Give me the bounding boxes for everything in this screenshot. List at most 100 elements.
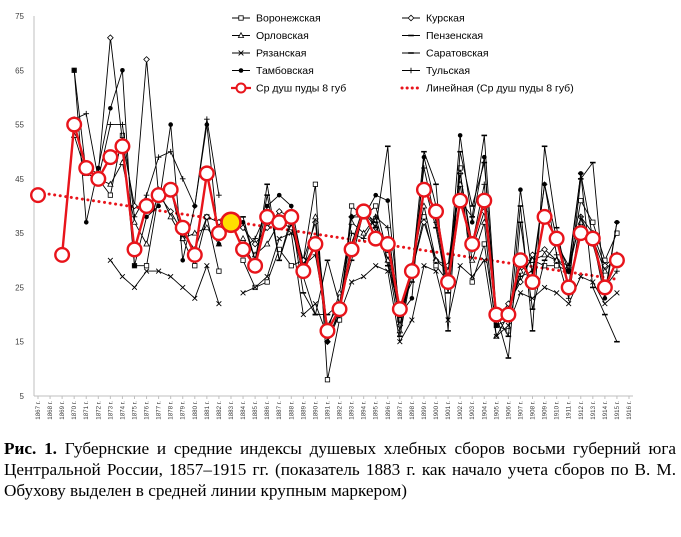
x-tick-label: 1896 г. (385, 401, 392, 420)
data-point (143, 263, 150, 269)
data-point (239, 234, 247, 241)
legend-label: Саратовская (426, 48, 489, 60)
x-tick-label: 1872 г. (95, 401, 102, 420)
x-tick-label: 1910 г. (554, 401, 561, 420)
data-point (131, 284, 138, 291)
data-point (264, 279, 270, 285)
data-point (420, 218, 428, 226)
data-point (500, 306, 517, 323)
data-point (238, 50, 244, 56)
data-point (192, 295, 198, 302)
data-point (608, 252, 625, 269)
x-tick-label: 1898 г. (409, 401, 416, 420)
data-point (481, 257, 487, 264)
data-point (210, 225, 227, 242)
data-point (54, 246, 71, 263)
data-point (408, 67, 414, 74)
data-point (216, 300, 222, 307)
data-point (240, 290, 246, 296)
y-tick-label: 15 (15, 338, 24, 347)
data-point (156, 203, 161, 209)
data-point (403, 263, 420, 280)
data-point (96, 165, 101, 171)
data-point (180, 257, 186, 263)
legend-label: Тульская (426, 65, 470, 77)
data-point (421, 165, 427, 171)
data-point (216, 268, 222, 274)
data-point (553, 290, 560, 296)
data-point (601, 267, 609, 274)
x-tick-label: 1868 г. (47, 401, 54, 420)
data-point (237, 31, 245, 38)
x-tick-label: 1913 г. (590, 401, 597, 420)
x-tick-label: 1880 г. (192, 401, 199, 420)
x-tick-label: 1893 г. (349, 401, 356, 420)
x-tick-label: 1873 г. (107, 401, 114, 420)
series-line (74, 113, 618, 326)
legend-label: Линейная (Ср душ пуды 8 губ) (426, 83, 574, 95)
data-point (505, 322, 512, 329)
data-point (524, 274, 541, 291)
x-tick-label: 1884 г. (240, 401, 247, 420)
data-point (119, 273, 126, 280)
data-point (155, 268, 162, 274)
data-point (312, 213, 319, 220)
data-point (251, 240, 259, 248)
data-point (288, 203, 294, 209)
data-point (469, 279, 475, 285)
series-5 (107, 230, 620, 345)
data-point (162, 181, 179, 198)
y-tick-label: 45 (15, 175, 24, 184)
x-tick-label: 1909 г. (542, 401, 549, 420)
data-point (373, 192, 379, 198)
data-point (66, 116, 83, 133)
trend-line (36, 190, 619, 281)
data-point (191, 203, 198, 209)
data-point (565, 295, 572, 302)
x-tick-label: 1890 г. (312, 401, 319, 420)
data-point (203, 213, 211, 221)
data-point (107, 192, 113, 198)
x-tick-label: 1900 г. (433, 401, 440, 420)
series-line (73, 69, 618, 343)
data-point (247, 257, 264, 274)
data-point (240, 219, 246, 225)
data-point (432, 256, 440, 263)
data-point (584, 230, 601, 247)
x-tick-label: 1876 г. (144, 401, 151, 420)
y-tick-label: 5 (20, 392, 25, 401)
legend-item: Тамбовская (232, 65, 314, 77)
data-point (348, 279, 355, 285)
data-point (204, 116, 210, 122)
legend-label: Воронежская (256, 13, 321, 25)
data-point (108, 105, 113, 111)
data-point (397, 338, 403, 345)
legend-item: Рязанская (232, 48, 306, 60)
data-point (481, 181, 488, 188)
data-point (614, 268, 620, 274)
data-point (553, 252, 560, 258)
series-line (110, 232, 618, 343)
data-point (107, 121, 114, 128)
legend-item: Орловская (232, 30, 309, 42)
data-point (239, 224, 247, 232)
data-point (331, 301, 348, 318)
data-point (252, 284, 258, 291)
x-tick-label: 1907 г. (517, 401, 524, 420)
series-line (242, 134, 618, 359)
x-tick-label: 1902 г. (457, 401, 464, 420)
data-point (476, 192, 493, 209)
data-point (324, 377, 331, 383)
data-point (138, 197, 155, 214)
data-point (107, 180, 114, 187)
data-point (90, 170, 107, 187)
data-point (312, 300, 319, 307)
data-point (102, 149, 119, 166)
data-point (536, 208, 553, 225)
data-point (186, 246, 203, 263)
data-point (276, 192, 282, 198)
data-point (517, 273, 524, 280)
data-point (372, 262, 379, 269)
data-point (107, 257, 114, 264)
legend-item: Ср душ пуды 8 губ (231, 82, 346, 95)
